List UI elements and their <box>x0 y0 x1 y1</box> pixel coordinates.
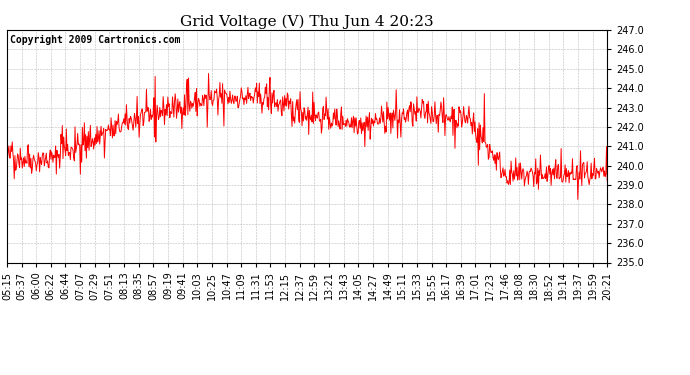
Title: Grid Voltage (V) Thu Jun 4 20:23: Grid Voltage (V) Thu Jun 4 20:23 <box>180 15 434 29</box>
Text: Copyright 2009 Cartronics.com: Copyright 2009 Cartronics.com <box>10 34 180 45</box>
